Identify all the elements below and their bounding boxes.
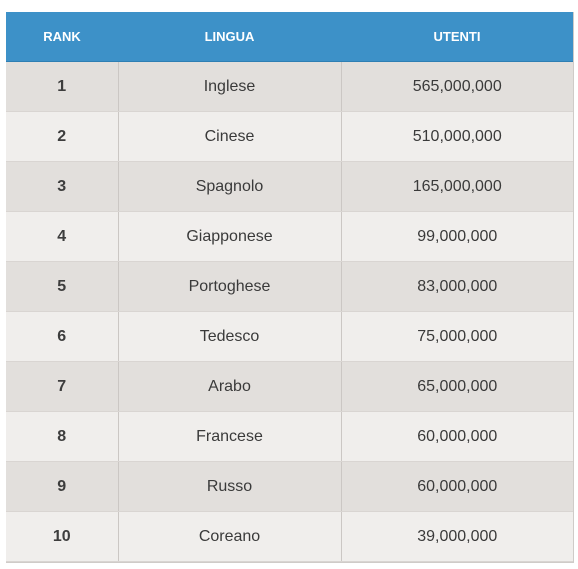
languages-table: RANK LINGUA UTENTI 1 Inglese 565,000,000… — [6, 12, 573, 562]
cell-utenti: 99,000,000 — [341, 211, 573, 262]
cell-rank: 6 — [6, 311, 119, 362]
header-row: RANK LINGUA UTENTI — [6, 12, 573, 62]
cell-utenti: 75,000,000 — [341, 311, 573, 362]
table-row: 2 Cinese 510,000,000 — [6, 111, 573, 162]
cell-lingua: Coreano — [118, 511, 342, 562]
cell-rank: 1 — [6, 61, 119, 112]
header-rank: RANK — [6, 12, 118, 62]
cell-rank: 3 — [6, 161, 119, 212]
cell-rank: 4 — [6, 211, 119, 262]
cell-utenti: 510,000,000 — [341, 111, 573, 162]
cell-lingua: Portoghese — [118, 261, 342, 312]
cell-utenti: 83,000,000 — [341, 261, 573, 312]
cell-lingua: Spagnolo — [118, 161, 342, 212]
cell-rank: 10 — [6, 511, 119, 562]
table-row: 6 Tedesco 75,000,000 — [6, 311, 573, 362]
cell-rank: 8 — [6, 411, 119, 462]
table-row: 7 Arabo 65,000,000 — [6, 361, 573, 412]
table-row: 3 Spagnolo 165,000,000 — [6, 161, 573, 212]
table-body: 1 Inglese 565,000,000 2 Cinese 510,000,0… — [6, 61, 573, 562]
cell-rank: 2 — [6, 111, 119, 162]
table-row: 1 Inglese 565,000,000 — [6, 61, 573, 112]
cell-lingua: Arabo — [118, 361, 342, 412]
table-header: RANK LINGUA UTENTI — [6, 12, 573, 62]
cell-lingua: Russo — [118, 461, 342, 512]
table-row: 9 Russo 60,000,000 — [6, 461, 573, 512]
cell-lingua: Inglese — [118, 61, 342, 112]
table-row: 8 Francese 60,000,000 — [6, 411, 573, 462]
cell-rank: 9 — [6, 461, 119, 512]
cell-lingua: Giapponese — [118, 211, 342, 262]
cell-utenti: 60,000,000 — [341, 461, 573, 512]
table-row: 5 Portoghese 83,000,000 — [6, 261, 573, 312]
header-lingua: LINGUA — [118, 12, 341, 62]
cell-utenti: 39,000,000 — [341, 511, 573, 562]
languages-table-container: RANK LINGUA UTENTI 1 Inglese 565,000,000… — [6, 12, 574, 563]
cell-utenti: 65,000,000 — [341, 361, 573, 412]
table-row: 4 Giapponese 99,000,000 — [6, 211, 573, 262]
cell-utenti: 60,000,000 — [341, 411, 573, 462]
cell-lingua: Tedesco — [118, 311, 342, 362]
cell-lingua: Cinese — [118, 111, 342, 162]
cell-utenti: 565,000,000 — [341, 61, 573, 112]
table-row: 10 Coreano 39,000,000 — [6, 511, 573, 562]
cell-utenti: 165,000,000 — [341, 161, 573, 212]
header-utenti: UTENTI — [341, 12, 573, 62]
cell-rank: 7 — [6, 361, 119, 412]
cell-lingua: Francese — [118, 411, 342, 462]
cell-rank: 5 — [6, 261, 119, 312]
